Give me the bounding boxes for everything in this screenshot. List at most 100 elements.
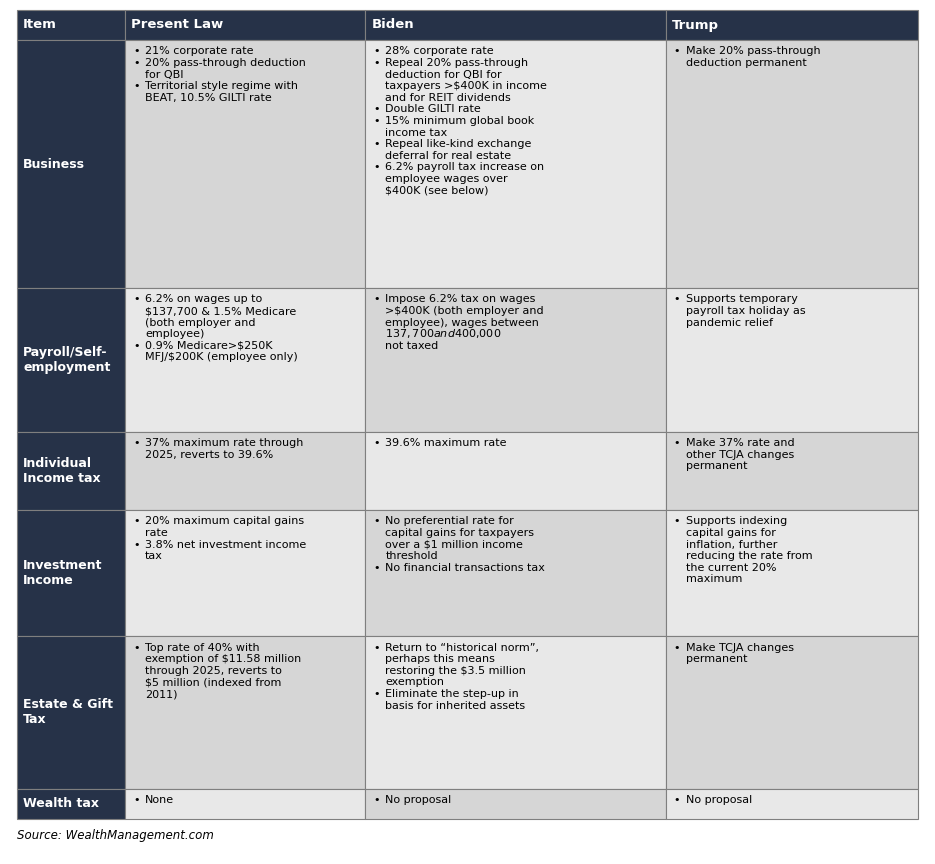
Text: reducing the rate from: reducing the rate from <box>685 551 813 562</box>
Text: Business: Business <box>23 157 85 170</box>
Text: Make TCJA changes: Make TCJA changes <box>685 643 794 652</box>
Text: Biden: Biden <box>371 18 414 31</box>
Text: (both employer and: (both employer and <box>145 318 255 327</box>
Text: Double GILTI rate: Double GILTI rate <box>385 105 482 114</box>
Bar <box>17 636 125 789</box>
Text: 20% pass-through deduction: 20% pass-through deduction <box>145 58 306 68</box>
Bar <box>366 510 666 636</box>
Text: and for REIT dividends: and for REIT dividends <box>385 92 511 103</box>
Text: MFJ/$200K (employee only): MFJ/$200K (employee only) <box>145 353 298 363</box>
Text: •: • <box>133 341 139 351</box>
Bar <box>666 510 918 636</box>
Text: •: • <box>674 438 681 448</box>
Text: deferral for real estate: deferral for real estate <box>385 151 511 161</box>
Text: inflation, further: inflation, further <box>685 540 777 550</box>
Bar <box>17 789 125 819</box>
Text: for QBI: for QBI <box>145 70 183 79</box>
Bar <box>17 510 125 636</box>
Bar <box>366 40 666 288</box>
Text: •: • <box>373 438 380 448</box>
Text: employee wages over: employee wages over <box>385 174 508 184</box>
Text: BEAT, 10.5% GILTI rate: BEAT, 10.5% GILTI rate <box>145 92 272 103</box>
Text: employee): employee) <box>145 329 205 340</box>
Text: capital gains for taxpayers: capital gains for taxpayers <box>385 528 535 538</box>
Text: 39.6% maximum rate: 39.6% maximum rate <box>385 438 507 448</box>
Text: Item: Item <box>23 18 57 31</box>
Text: through 2025, reverts to: through 2025, reverts to <box>145 666 282 676</box>
Text: •: • <box>133 795 139 805</box>
Text: Supports temporary: Supports temporary <box>685 295 798 304</box>
Bar <box>125 40 366 288</box>
Bar <box>666 288 918 432</box>
Text: Repeal like-kind exchange: Repeal like-kind exchange <box>385 139 532 149</box>
Text: Source: WealthManagement.com: Source: WealthManagement.com <box>17 829 214 842</box>
Bar <box>366 432 666 510</box>
Text: No proposal: No proposal <box>685 795 752 805</box>
Text: •: • <box>674 295 681 304</box>
Text: basis for inherited assets: basis for inherited assets <box>385 701 525 710</box>
Text: •: • <box>674 643 681 652</box>
Text: •: • <box>373 105 380 114</box>
Text: No financial transactions tax: No financial transactions tax <box>385 562 545 573</box>
Text: Eliminate the step-up in: Eliminate the step-up in <box>385 689 519 699</box>
Text: •: • <box>373 643 380 652</box>
Text: Present Law: Present Law <box>131 18 223 31</box>
Text: 20% maximum capital gains: 20% maximum capital gains <box>145 517 304 526</box>
Text: Wealth tax: Wealth tax <box>23 797 99 810</box>
Text: $137,700 and $400,000: $137,700 and $400,000 <box>385 327 502 340</box>
Text: 15% minimum global book: 15% minimum global book <box>385 116 535 126</box>
Text: exemption: exemption <box>385 677 444 688</box>
Bar <box>125 288 366 432</box>
Bar <box>125 636 366 789</box>
Text: Supports indexing: Supports indexing <box>685 517 787 526</box>
Text: not taxed: not taxed <box>385 341 439 351</box>
Bar <box>366 789 666 819</box>
Bar <box>17 432 125 510</box>
Bar <box>125 510 366 636</box>
Text: maximum: maximum <box>685 575 742 584</box>
Text: income tax: income tax <box>385 128 448 137</box>
Text: deduction permanent: deduction permanent <box>685 58 807 68</box>
Text: •: • <box>133 295 139 304</box>
Text: No proposal: No proposal <box>385 795 452 805</box>
Text: taxpayers >$400K in income: taxpayers >$400K in income <box>385 81 547 92</box>
Text: Top rate of 40% with: Top rate of 40% with <box>145 643 260 652</box>
Bar <box>666 10 918 40</box>
Text: None: None <box>145 795 174 805</box>
Text: Individual
Income tax: Individual Income tax <box>23 457 101 485</box>
Bar <box>666 432 918 510</box>
Text: $137,700 & 1.5% Medicare: $137,700 & 1.5% Medicare <box>145 306 296 316</box>
Text: pandemic relief: pandemic relief <box>685 318 772 327</box>
Text: over a $1 million income: over a $1 million income <box>385 540 524 550</box>
Text: rate: rate <box>145 528 168 538</box>
Text: Estate & Gift
Tax: Estate & Gift Tax <box>23 698 113 727</box>
Text: •: • <box>373 795 380 805</box>
Bar <box>366 636 666 789</box>
Text: payroll tax holiday as: payroll tax holiday as <box>685 306 805 316</box>
Bar <box>125 789 366 819</box>
Text: employee), wages between: employee), wages between <box>385 318 539 327</box>
Text: other TCJA changes: other TCJA changes <box>685 449 794 460</box>
Bar <box>666 40 918 288</box>
Text: •: • <box>373 58 380 68</box>
Text: 6.2% on wages up to: 6.2% on wages up to <box>145 295 263 304</box>
Text: restoring the $3.5 million: restoring the $3.5 million <box>385 666 526 676</box>
Text: Return to “historical norm”,: Return to “historical norm”, <box>385 643 539 652</box>
Text: •: • <box>373 162 380 173</box>
Text: •: • <box>133 438 139 448</box>
Text: •: • <box>133 58 139 68</box>
Text: $400K (see below): $400K (see below) <box>385 186 489 195</box>
Text: capital gains for: capital gains for <box>685 528 776 538</box>
Text: •: • <box>674 795 681 805</box>
Text: 0.9% Medicare>$250K: 0.9% Medicare>$250K <box>145 341 273 351</box>
Text: threshold: threshold <box>385 551 438 562</box>
Text: deduction for QBI for: deduction for QBI for <box>385 70 502 79</box>
Text: Make 37% rate and: Make 37% rate and <box>685 438 795 448</box>
Text: permanent: permanent <box>685 461 747 471</box>
Text: •: • <box>373 47 380 56</box>
Text: Investment
Income: Investment Income <box>23 559 103 588</box>
Text: Territorial style regime with: Territorial style regime with <box>145 81 298 92</box>
Text: tax: tax <box>145 551 163 562</box>
Text: exemption of $11.58 million: exemption of $11.58 million <box>145 654 301 664</box>
Text: 2011): 2011) <box>145 689 178 699</box>
